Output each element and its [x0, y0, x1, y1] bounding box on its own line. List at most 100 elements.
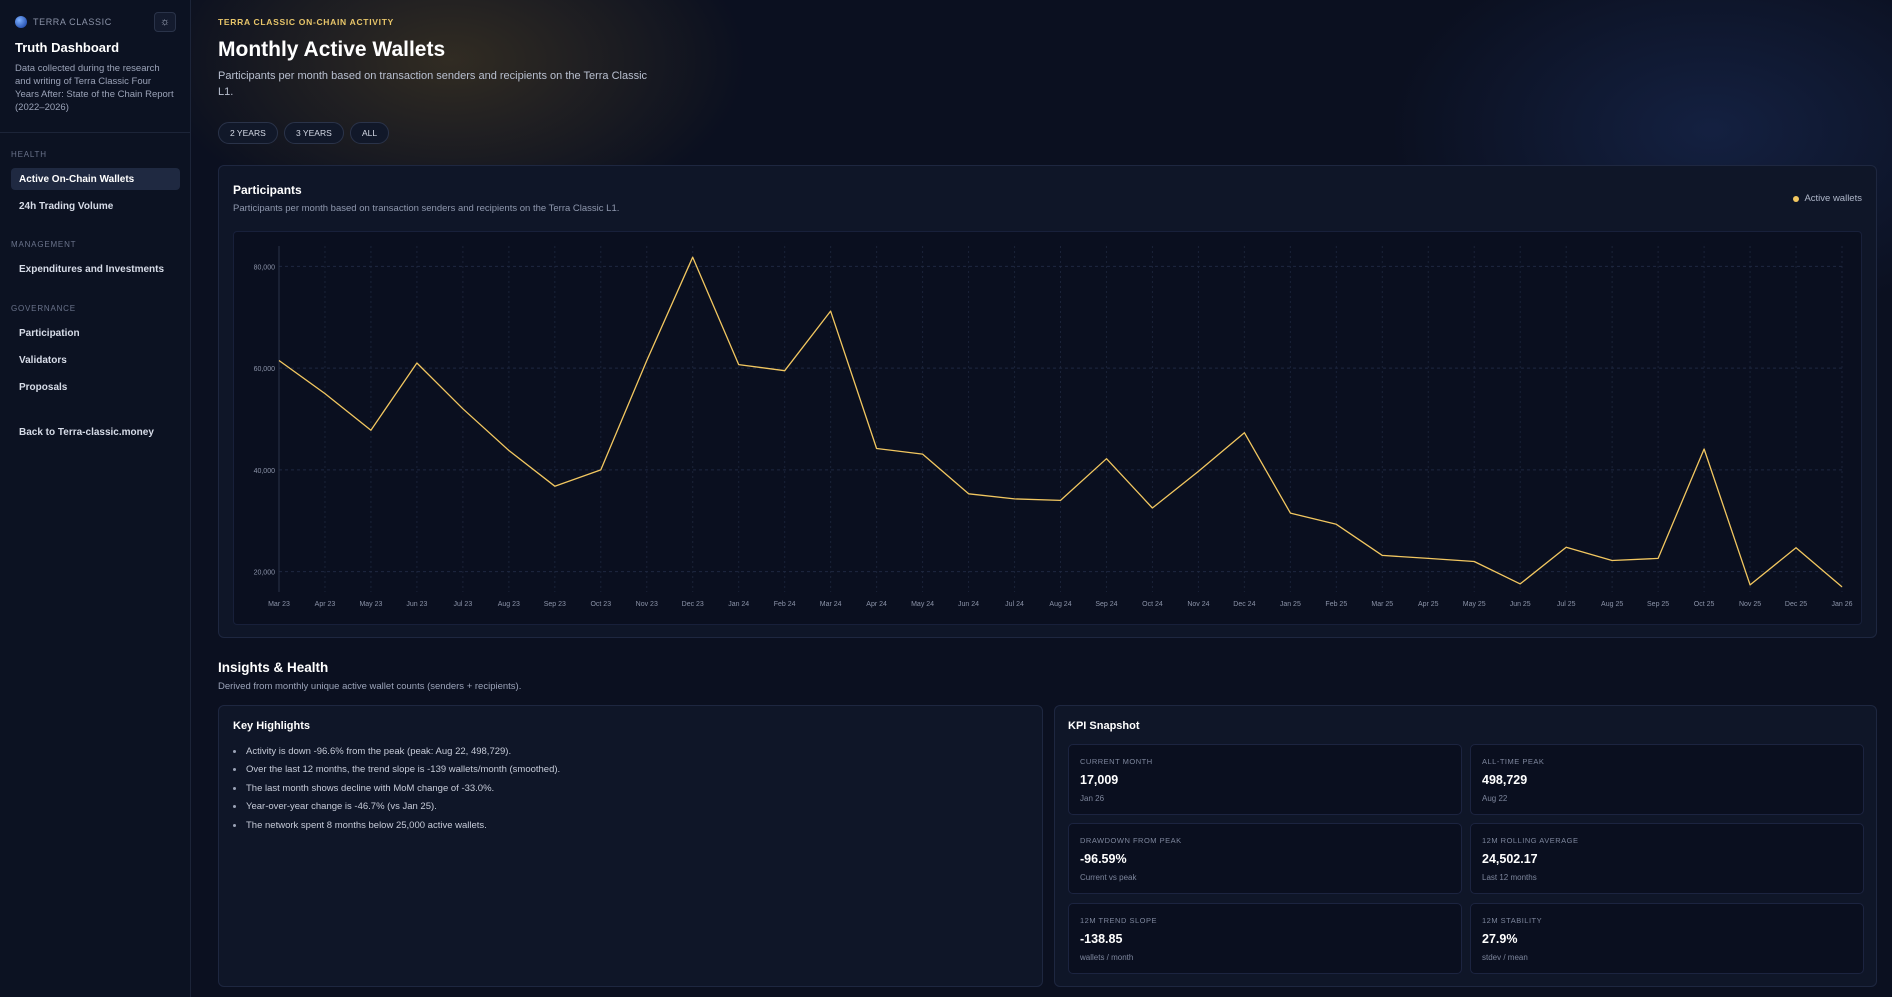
data-point[interactable] — [367, 426, 375, 434]
data-point[interactable] — [1608, 556, 1616, 564]
highlights-title: Key Highlights — [233, 720, 311, 732]
sidebar-item-proposals[interactable]: Proposals — [19, 381, 68, 393]
sidebar-item-active-wallets[interactable]: Active On-Chain Wallets — [11, 168, 180, 190]
data-point[interactable] — [827, 307, 835, 315]
data-point[interactable] — [597, 466, 605, 474]
kpi-current-month: CURRENT MONTH 17,009 Jan 26 — [1068, 744, 1462, 815]
kpi-value: 27.9% — [1482, 932, 1518, 946]
x-tick-label: Jul 24 — [1005, 601, 1024, 608]
section-label-governance: GOVERNANCE — [11, 304, 76, 313]
data-point[interactable] — [1057, 496, 1065, 504]
y-tick-label: 40,000 — [254, 468, 276, 475]
kpi-note: Current vs peak — [1080, 873, 1137, 882]
data-point[interactable] — [919, 450, 927, 458]
x-tick-label: Nov 24 — [1187, 601, 1209, 608]
sidebar-item-participation[interactable]: Participation — [19, 327, 80, 339]
kpi-label: 12M TREND SLOPE — [1080, 916, 1157, 925]
kpi-label: 12M STABILITY — [1482, 916, 1543, 925]
kpi-value: 17,009 — [1080, 773, 1119, 787]
x-tick-label: Aug 24 — [1049, 601, 1071, 608]
data-point[interactable] — [505, 447, 513, 455]
data-point[interactable] — [735, 361, 743, 369]
data-point[interactable] — [1240, 429, 1248, 437]
kpi-snapshot-card: KPI Snapshot CURRENT MONTH 17,009 Jan 26… — [1054, 705, 1877, 987]
kpi-note: Jan 26 — [1080, 794, 1105, 803]
data-point[interactable] — [873, 445, 881, 453]
plot-area[interactable]: 20,000 40,000 60,000 80,000 Mar 23 Apr 23 May … — [233, 231, 1862, 625]
kpi-label: DRAWDOWN FROM PEAK — [1080, 836, 1182, 845]
data-point[interactable] — [1746, 581, 1754, 589]
data-point[interactable] — [551, 482, 559, 490]
kpi-drawdown: DRAWDOWN FROM PEAK -96.59% Current vs pe… — [1068, 823, 1462, 894]
chart-legend[interactable]: Active wallets — [1793, 193, 1862, 204]
x-tick-label: Jun 25 — [1510, 601, 1531, 608]
kpi-label: ALL-TIME PEAK — [1482, 757, 1545, 766]
data-point[interactable] — [1424, 554, 1432, 562]
data-point[interactable] — [643, 356, 651, 364]
highlight-item: The network spent 8 months below 25,000 … — [233, 816, 560, 835]
page-eyebrow: TERRA CLASSIC ON-CHAIN ACTIVITY — [218, 17, 394, 27]
x-tick-label: Dec 24 — [1233, 601, 1255, 608]
data-point[interactable] — [1011, 495, 1019, 503]
data-point[interactable] — [459, 405, 467, 413]
data-point[interactable] — [1378, 551, 1386, 559]
x-tick-label: Mar 24 — [820, 601, 842, 608]
key-highlights-card: Key Highlights Activity is down -96.6% f… — [218, 705, 1043, 987]
data-point[interactable] — [1194, 467, 1202, 475]
section-label-health: HEALTH — [11, 150, 47, 159]
data-point[interactable] — [1332, 520, 1340, 528]
data-point[interactable] — [413, 359, 421, 367]
x-tick-label: Jun 24 — [958, 601, 979, 608]
range-all-button[interactable]: ALL — [350, 122, 390, 144]
x-tick-label: Feb 25 — [1325, 601, 1347, 608]
theme-toggle-button[interactable]: ☼ — [154, 12, 176, 32]
x-tick-label: Sep 25 — [1647, 601, 1669, 608]
highlight-item: The last month shows decline with MoM ch… — [233, 779, 560, 798]
kpi-note: stdev / mean — [1482, 953, 1528, 962]
sidebar-item-validators[interactable]: Validators — [19, 354, 67, 366]
y-tick-label: 80,000 — [254, 264, 276, 271]
x-tick-label: Sep 23 — [544, 601, 566, 608]
section-label-management: MANAGEMENT — [11, 240, 77, 249]
sidebar-item-trading-volume[interactable]: 24h Trading Volume — [19, 200, 114, 212]
x-tick-label: May 23 — [359, 601, 382, 608]
data-point[interactable] — [1838, 583, 1846, 591]
kpi-stability: 12M STABILITY 27.9% stdev / mean — [1470, 903, 1864, 974]
x-tick-label: Mar 23 — [268, 601, 290, 608]
data-point[interactable] — [1516, 580, 1524, 588]
x-tick-label: Jan 26 — [1831, 601, 1852, 608]
highlight-item: Over the last 12 months, the trend slope… — [233, 761, 560, 780]
brand[interactable]: TERRA CLASSIC — [15, 15, 177, 29]
data-point[interactable] — [275, 356, 283, 364]
kpi-title: KPI Snapshot — [1068, 720, 1140, 732]
data-point[interactable] — [1654, 554, 1662, 562]
data-point[interactable] — [965, 490, 973, 498]
data-point[interactable] — [689, 253, 697, 261]
data-point[interactable] — [1700, 445, 1708, 453]
y-tick-label: 60,000 — [254, 366, 276, 373]
data-point[interactable] — [1102, 455, 1110, 463]
x-tick-label: Jul 23 — [454, 601, 473, 608]
range-3-years-button[interactable]: 3 YEARS — [284, 122, 344, 144]
data-point[interactable] — [1562, 543, 1570, 551]
page-title: Monthly Active Wallets — [218, 38, 446, 61]
data-point[interactable] — [1470, 557, 1478, 565]
x-tick-label: Oct 24 — [1142, 601, 1163, 608]
data-point[interactable] — [781, 367, 789, 375]
sidebar-item-expenditures[interactable]: Expenditures and Investments — [19, 263, 165, 275]
kpi-note: wallets / month — [1080, 953, 1134, 962]
data-point[interactable] — [1792, 544, 1800, 552]
insights-subtitle: Derived from monthly unique active walle… — [218, 681, 522, 692]
brand-label: TERRA CLASSIC — [33, 17, 112, 27]
chart-card: Participants Participants per month base… — [218, 165, 1877, 638]
data-point[interactable] — [1148, 504, 1156, 512]
data-point[interactable] — [1286, 509, 1294, 517]
kpi-value: 498,729 — [1482, 773, 1528, 787]
back-link[interactable]: Back to Terra-classic.money — [19, 426, 154, 438]
x-tick-label: Jan 24 — [728, 601, 749, 608]
range-2-years-button[interactable]: 2 YEARS — [218, 122, 278, 144]
dashboard-description: Data collected during the research and w… — [15, 63, 174, 113]
chart-subtitle: Participants per month based on transact… — [233, 203, 620, 214]
data-point[interactable] — [321, 390, 329, 398]
x-tick-label: Jan 25 — [1280, 601, 1301, 608]
